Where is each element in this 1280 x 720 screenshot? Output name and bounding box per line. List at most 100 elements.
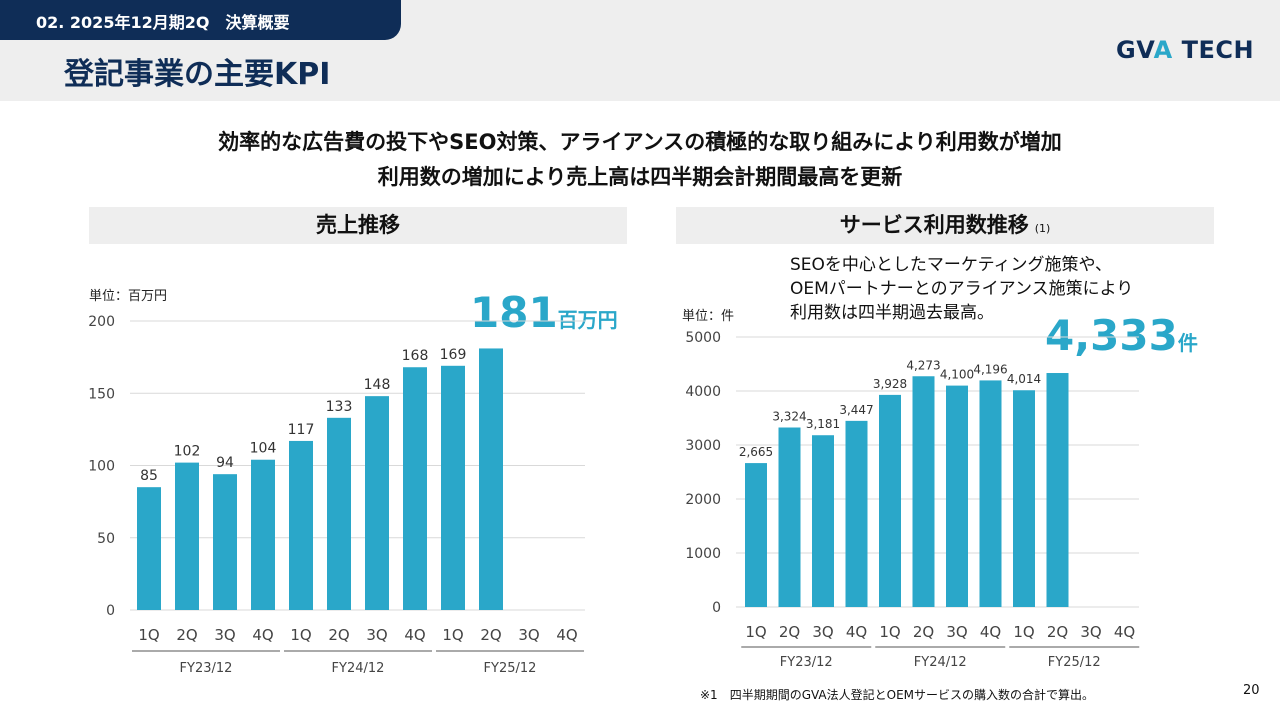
usage-data-label: 2,665	[739, 445, 773, 459]
usage-bar	[1013, 390, 1035, 607]
usage-bar	[845, 420, 868, 607]
sales-data-label: 104	[250, 441, 277, 457]
sales-x-tick-label: 1Q	[442, 626, 463, 644]
usage-callout-line: OEMパートナーとのアライアンス施策により	[790, 279, 1134, 299]
logo-text-main: GV	[1116, 36, 1154, 64]
sales-x-tick-label: 4Q	[252, 626, 273, 644]
usage-unit-label: 単位：件	[682, 309, 735, 324]
sales-data-label: 94	[216, 455, 234, 471]
usage-x-tick-label: 1Q	[879, 623, 900, 641]
sales-x-tick-label: 2Q	[328, 626, 349, 644]
usage-y-tick-label: 2000	[685, 492, 721, 508]
page-title: 登記事業の主要KPI	[64, 57, 331, 92]
usage-x-tick-label: 4Q	[980, 623, 1001, 641]
sales-bar	[137, 487, 161, 610]
usage-x-tick-label: 2Q	[913, 623, 934, 641]
usage-bar	[745, 463, 767, 607]
usage-panel-title: サービス利用数推移 (1)	[676, 207, 1214, 244]
usage-group-label: FY24/12	[914, 655, 967, 670]
usage-group-label: FY25/12	[1048, 655, 1101, 670]
sales-x-tick-label: 3Q	[366, 626, 387, 644]
usage-data-label: 4,014	[1007, 372, 1041, 386]
sales-bar	[175, 462, 199, 610]
usage-data-label: 4,100	[940, 368, 974, 382]
usage-x-tick-label: 1Q	[745, 623, 766, 641]
headline-line-1: 効率的な広告費の投下やSEO対策、アライアンスの積極的な取り組みにより利用数が増…	[218, 130, 1062, 154]
sales-x-tick-label: 4Q	[404, 626, 425, 644]
sales-bar	[213, 474, 237, 610]
usage-x-tick-label: 2Q	[779, 623, 800, 641]
usage-x-tick-label: 3Q	[946, 623, 967, 641]
usage-data-label: 3,181	[806, 417, 840, 431]
usage-x-tick-label: 1Q	[1013, 623, 1034, 641]
sales-bar	[403, 367, 427, 610]
usage-panel-title-note: (1)	[1034, 222, 1051, 235]
sales-highlight: 181百万円	[470, 288, 618, 337]
usage-panel-title-text: サービス利用数推移	[839, 213, 1029, 237]
sales-x-tick-label: 3Q	[518, 626, 539, 644]
usage-bar	[979, 380, 1002, 607]
sales-data-label: 169	[440, 347, 467, 363]
usage-bar	[912, 376, 935, 607]
sales-bar	[327, 417, 351, 610]
sales-highlight-suffix: 百万円	[557, 308, 618, 332]
page-number: 20	[1243, 683, 1260, 698]
sales-data-label: 117	[288, 422, 315, 438]
sales-bar	[365, 396, 389, 610]
sales-y-tick-label: 200	[88, 314, 115, 330]
logo-text-rest: TECH	[1172, 36, 1255, 64]
sales-bar	[251, 459, 275, 610]
usage-callout: SEOを中心としたマーケティング施策や、 OEMパートナーとのアライアンス施策に…	[790, 253, 1170, 325]
company-logo: GVA TECH	[1116, 36, 1254, 64]
sales-data-label: 168	[402, 348, 429, 364]
sales-x-tick-label: 2Q	[176, 626, 197, 644]
headline-line-2: 利用数の増加により売上高は四半期会計期間最高を更新	[377, 165, 903, 189]
usage-data-label: 4,273	[906, 358, 940, 372]
usage-highlight: 4,333件	[1045, 311, 1198, 360]
sales-bar	[441, 365, 465, 610]
usage-highlight-value: 4,333	[1045, 311, 1178, 360]
logo-text-accent: A	[1153, 36, 1173, 64]
usage-data-label: 4,196	[973, 362, 1007, 376]
sales-panel-title-text: 売上推移	[316, 213, 400, 237]
sales-data-label: 148	[364, 377, 391, 393]
section-tag-label: 02. 2025年12月期2Q 決算概要	[36, 13, 290, 32]
section-tag: 02. 2025年12月期2Q 決算概要	[0, 0, 401, 40]
usage-callout-line: 利用数は四半期過去最高。	[790, 303, 994, 323]
usage-callout-line: SEOを中心としたマーケティング施策や、	[790, 255, 1113, 275]
sales-x-tick-label: 4Q	[556, 626, 577, 644]
sales-y-tick-label: 0	[106, 603, 115, 619]
usage-bar	[946, 385, 968, 607]
usage-bar	[778, 427, 801, 607]
usage-bar	[812, 435, 834, 607]
sales-panel-title: 売上推移	[89, 207, 627, 244]
sales-x-tick-label: 2Q	[480, 626, 501, 644]
sales-bar	[479, 348, 503, 610]
usage-y-tick-label: 3000	[685, 438, 721, 454]
usage-x-tick-label: 3Q	[812, 623, 833, 641]
usage-x-tick-label: 2Q	[1047, 623, 1068, 641]
sales-y-tick-label: 50	[97, 531, 115, 547]
sales-x-tick-label: 1Q	[290, 626, 311, 644]
usage-y-tick-label: 5000	[685, 330, 721, 346]
sales-data-label: 85	[140, 468, 158, 484]
sales-y-tick-label: 150	[88, 386, 115, 402]
usage-y-tick-label: 1000	[685, 546, 721, 562]
usage-x-tick-label: 3Q	[1080, 623, 1101, 641]
usage-bar	[1046, 373, 1069, 607]
usage-highlight-suffix: 件	[1177, 331, 1198, 355]
sales-group-label: FY23/12	[180, 661, 233, 676]
sales-y-tick-label: 100	[88, 459, 115, 475]
sales-unit-label: 単位：百万円	[89, 289, 168, 304]
usage-data-label: 3,928	[873, 377, 907, 391]
usage-group-label: FY23/12	[780, 655, 833, 670]
sales-highlight-value: 181	[470, 288, 558, 337]
usage-x-tick-label: 4Q	[1114, 623, 1135, 641]
sales-data-label: 102	[174, 444, 201, 460]
usage-x-tick-label: 4Q	[846, 623, 867, 641]
sales-group-label: FY24/12	[332, 661, 385, 676]
sales-x-tick-label: 3Q	[214, 626, 235, 644]
sales-bar	[289, 440, 313, 610]
footnote: ※1 四半期期間のGVA法人登記とOEMサービスの購入数の合計で算出。	[700, 688, 1095, 702]
